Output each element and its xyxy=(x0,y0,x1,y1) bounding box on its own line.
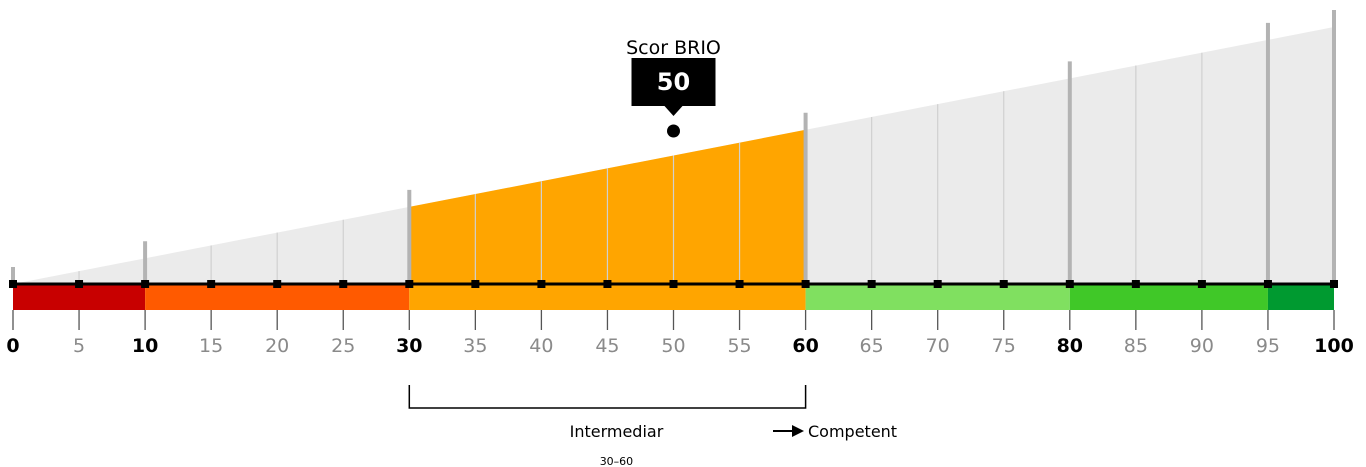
band-bracket xyxy=(408,385,807,409)
tick-label: 15 xyxy=(199,335,223,357)
score-marker-value: 50 xyxy=(657,68,690,96)
tick-label: 35 xyxy=(463,335,487,357)
tick-square xyxy=(801,280,810,288)
tick-square xyxy=(669,280,678,288)
tick-label: 0 xyxy=(6,335,19,357)
color-segment xyxy=(409,284,806,310)
score-marker-title: Scor BRIO xyxy=(626,37,721,59)
tick-square xyxy=(999,280,1008,288)
tick-square xyxy=(867,280,876,288)
tick-label: 80 xyxy=(1057,335,1083,357)
tick-square xyxy=(75,280,84,288)
tick-square xyxy=(1197,280,1206,288)
tick-label: 10 xyxy=(132,335,158,357)
tick-label: 50 xyxy=(661,335,685,357)
color-segment xyxy=(805,284,1070,310)
tick-label: 65 xyxy=(860,335,884,357)
tick-square xyxy=(207,280,216,288)
tick-square xyxy=(1065,280,1074,288)
tick-label: 30 xyxy=(396,335,422,357)
segment-layer xyxy=(13,284,1334,310)
tick-label: 40 xyxy=(529,335,553,357)
tick-label: 100 xyxy=(1314,335,1354,357)
tick-label: 25 xyxy=(331,335,355,357)
tick-square xyxy=(339,280,348,288)
tick-label: 45 xyxy=(595,335,619,357)
tick-square xyxy=(603,280,612,288)
color-segment xyxy=(145,284,410,310)
band-annotation: Intermediar 30–60 Competent xyxy=(408,385,897,467)
color-segment xyxy=(13,284,146,310)
score-marker-box xyxy=(631,58,716,106)
tick-square xyxy=(1131,280,1140,288)
color-segment xyxy=(1069,284,1268,310)
tick-square xyxy=(735,280,744,288)
tick-label: 55 xyxy=(727,335,751,357)
next-band-label: Competent xyxy=(808,422,897,441)
band-label: Intermediar xyxy=(570,422,664,441)
tick-square xyxy=(537,280,546,288)
tick-label: 85 xyxy=(1124,335,1148,357)
tick-square xyxy=(9,280,17,288)
tick-label: 5 xyxy=(73,335,85,357)
tick-label: 60 xyxy=(792,335,818,357)
tick-label: 95 xyxy=(1256,335,1280,357)
tick-label: 90 xyxy=(1190,335,1214,357)
color-segment xyxy=(1267,284,1334,310)
axis-layer xyxy=(9,280,1338,330)
grid-layer xyxy=(11,10,1336,284)
tick-square xyxy=(1263,280,1272,288)
tick-square xyxy=(405,280,414,288)
tick-square xyxy=(471,280,480,288)
score-marker-dot xyxy=(667,124,680,138)
tick-labels: 0 5 10 15 20 25 30 35 40 45 50 55 60 65 70 75 80 85 90 95 10… xyxy=(6,335,1353,357)
tick-square xyxy=(933,280,942,288)
tick-square xyxy=(141,280,150,288)
tick-square xyxy=(273,280,282,288)
tick-square xyxy=(1330,280,1338,288)
tick-label: 75 xyxy=(992,335,1016,357)
score-marker: Scor BRIO 50 xyxy=(626,37,721,138)
tick-label: 20 xyxy=(265,335,289,357)
band-range: 30–60 xyxy=(600,455,634,467)
score-marker-pointer xyxy=(664,106,683,116)
tick-label: 70 xyxy=(926,335,950,357)
next-band-arrow-icon xyxy=(773,425,804,437)
